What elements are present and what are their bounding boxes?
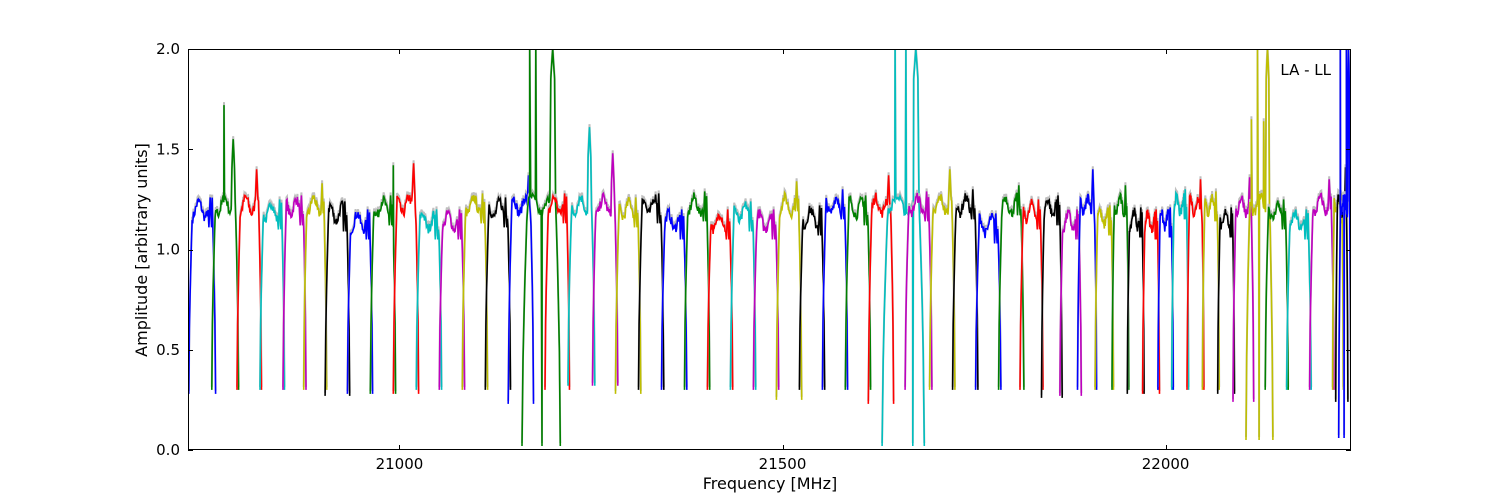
x-axis-label: Frequency [MHz] xyxy=(703,474,837,493)
series-line-30 xyxy=(867,175,895,404)
series-line-46 xyxy=(1170,189,1190,390)
series-line-15 xyxy=(521,49,562,447)
plot-background xyxy=(188,49,1351,450)
series-line-10 xyxy=(415,209,443,390)
series-line-3 xyxy=(259,199,286,390)
series-line-28 xyxy=(821,189,849,390)
tick-layer: 21000 21500 22000 0.0 0.5 1.0 1.5 2.0 xyxy=(156,40,1351,473)
series-line-42 xyxy=(1111,185,1130,390)
series-line-25 xyxy=(752,209,780,390)
series-line-7 xyxy=(346,209,374,394)
series-line-41 xyxy=(1094,205,1115,390)
series-line-27 xyxy=(798,205,826,390)
series-line-23 xyxy=(706,209,734,390)
series-line-32 xyxy=(904,191,933,390)
series-line-5 xyxy=(302,183,328,390)
series-line-17 xyxy=(567,127,596,386)
series-line-35 xyxy=(974,213,1002,390)
series-line-24 xyxy=(729,201,757,390)
series-line-31 xyxy=(881,49,926,447)
plot-frame xyxy=(188,49,1351,450)
series-line-54 xyxy=(1308,179,1335,390)
x-tick-label: 22000 xyxy=(1142,455,1190,473)
series-line-11 xyxy=(438,208,466,390)
series-line-19 xyxy=(614,196,642,394)
y-axis-label: Amplitude [arbitrary units] xyxy=(132,143,151,357)
series-line-16 xyxy=(544,193,571,390)
series-line-53 xyxy=(1285,209,1312,390)
series-line-57 xyxy=(1337,49,1351,439)
y-tick-label: 1.0 xyxy=(156,241,180,259)
series-line-50 xyxy=(1232,177,1255,402)
series-line-2 xyxy=(236,169,263,390)
series-line-52 xyxy=(1264,199,1289,390)
series-line-49 xyxy=(1216,207,1236,394)
series-line-45 xyxy=(1157,207,1175,390)
series-line-51 xyxy=(1245,49,1274,441)
series-line-38 xyxy=(1040,195,1063,398)
y-tick-label: 2.0 xyxy=(156,40,180,58)
series-layer xyxy=(188,49,1351,447)
series-line-43 xyxy=(1126,207,1145,394)
series-line-22 xyxy=(683,191,711,390)
y-tick-label: 0.5 xyxy=(156,341,180,359)
series-line-13 xyxy=(484,195,512,390)
x-tick-label: 21500 xyxy=(759,455,807,473)
y-tick-label: 1.5 xyxy=(156,140,180,158)
series-line-20 xyxy=(637,193,665,390)
series-line-48 xyxy=(1201,191,1220,390)
y-tick-label: 0.0 xyxy=(156,441,180,459)
series-line-21 xyxy=(660,206,688,390)
series-line-40 xyxy=(1076,169,1098,390)
series-line-34 xyxy=(951,189,979,390)
series-line-9 xyxy=(392,163,420,394)
series-line-29 xyxy=(844,195,872,390)
series-line-1 xyxy=(211,105,240,390)
x-tick-label: 21000 xyxy=(376,455,424,473)
series-line-12 xyxy=(461,193,489,390)
annotation-label: LA - LL xyxy=(1280,61,1331,79)
series-line-4 xyxy=(282,195,307,390)
series-line-33 xyxy=(928,169,956,390)
series-line-8 xyxy=(369,165,397,394)
series-line-6 xyxy=(324,200,351,396)
series-line-47 xyxy=(1186,179,1205,390)
series-line-44 xyxy=(1141,209,1161,394)
series-line-37 xyxy=(1019,198,1044,390)
series-line-39 xyxy=(1059,209,1083,396)
series-line-18 xyxy=(591,153,619,386)
series-line-0 xyxy=(188,197,217,394)
series-line-26 xyxy=(775,181,803,400)
series-line-36 xyxy=(997,185,1025,390)
